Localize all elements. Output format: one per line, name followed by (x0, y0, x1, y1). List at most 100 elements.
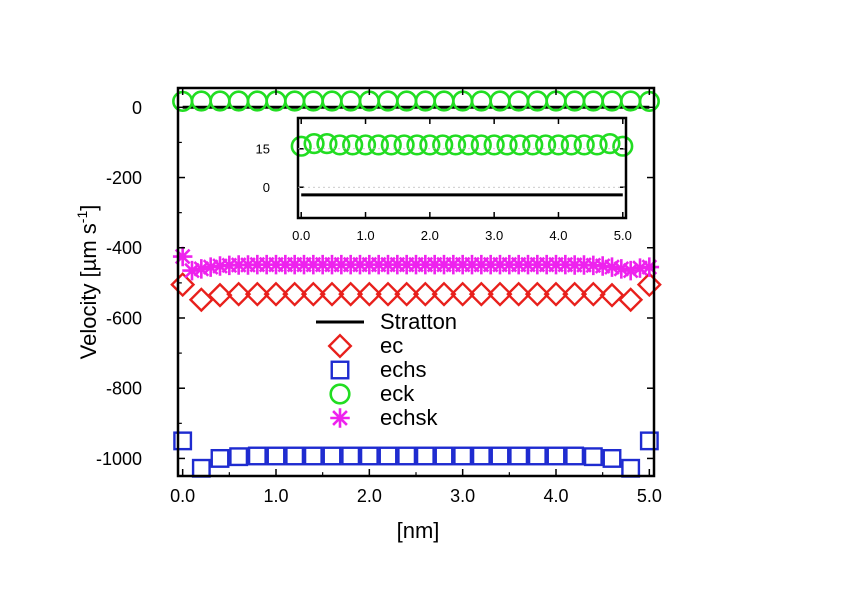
inset-background (298, 118, 626, 218)
x-tick-label-4: 4.0 (543, 486, 568, 506)
inset-x-tick-label-2: 2.0 (421, 228, 439, 243)
point-ec-7 (300, 281, 326, 307)
point-echs-20 (546, 446, 566, 466)
inset-plot-frame (296, 116, 628, 220)
point-echs-22 (583, 447, 603, 467)
main-plot-marks (170, 90, 662, 478)
point-echs-3 (229, 447, 249, 467)
inset-point-eck-8 (393, 134, 415, 156)
inset-x-tick-label-5: 5.0 (614, 228, 632, 243)
inset-y-tick-label-0: 15 (256, 141, 270, 156)
point-ec-23 (599, 282, 625, 308)
inset-point-eck-15 (483, 134, 505, 156)
inset-axes: 0.0 1.0 2.0 3.0 4.0 5.0 15 0 (256, 118, 632, 243)
legend-label-echs: echs (380, 357, 426, 382)
x-tick-label-0: 0.0 (170, 486, 195, 506)
point-echs-19 (527, 446, 547, 466)
point-echs-13 (415, 446, 435, 466)
legend-label-eck: eck (380, 381, 415, 406)
point-ec-14 (431, 281, 457, 307)
point-echs-12 (397, 446, 417, 466)
inset-point-eck-2 (316, 133, 338, 155)
point-echsk-47 (611, 259, 632, 279)
inset-point-eck-20 (547, 134, 570, 156)
y-tick-label-0: 0 (132, 98, 142, 118)
inset-point-eck-23 (586, 134, 608, 156)
point-echs-11 (378, 446, 398, 466)
main-axes: 0.0 1.0 2.0 3.0 4.0 5.0 0 -200 -400 -600 -800 -1000 (96, 88, 662, 506)
y-tick-label-2: -400 (106, 238, 142, 258)
inset-point-eck-10 (419, 134, 441, 156)
inset-x-tick-label-3: 3.0 (485, 228, 503, 243)
inset-point-eck-0 (290, 135, 312, 157)
y-tick-label-3: -600 (106, 308, 142, 328)
point-ec-21 (562, 281, 588, 307)
inset-point-eck-5 (354, 134, 377, 156)
point-ec-5 (263, 281, 289, 307)
inset-point-eck-12 (444, 134, 467, 156)
legend-label-stratton: Stratton (380, 309, 457, 334)
point-ec-16 (468, 281, 494, 307)
inset-plot-marks (290, 133, 634, 197)
inset-point-eck-9 (406, 134, 428, 156)
inset-point-eck-16 (496, 134, 518, 156)
point-echs-17 (490, 446, 510, 466)
point-echs-14 (434, 446, 454, 466)
point-ec-24 (618, 287, 644, 313)
y-axis-label-main: Velocity [µm s (76, 223, 101, 359)
inset-point-eck-21 (560, 134, 582, 156)
inset-x-tick-label-1: 1.0 (356, 228, 374, 243)
y-tick-label-5: -1000 (96, 449, 142, 469)
point-echsk-48 (620, 260, 641, 281)
point-echs-2 (210, 448, 230, 468)
point-ec-2 (207, 282, 233, 308)
point-ec-15 (450, 281, 476, 307)
inset-point-eck-17 (509, 134, 531, 156)
point-echs-18 (509, 446, 529, 466)
point-ec-12 (394, 281, 420, 307)
point-ec-11 (375, 281, 401, 307)
point-echsk-50 (639, 257, 660, 277)
point-ec-3 (226, 281, 252, 307)
point-echsk-46 (602, 257, 622, 277)
point-ec-4 (244, 281, 270, 307)
y-axis-label-bracket: ] (76, 205, 101, 211)
point-ec-13 (412, 281, 438, 307)
point-echs-23 (602, 448, 622, 468)
point-echs-4 (247, 446, 267, 466)
x-tick-label-3: 3.0 (450, 486, 475, 506)
point-echs-9 (341, 446, 361, 466)
inset-point-eck-3 (329, 134, 351, 156)
point-echs-0 (173, 431, 193, 451)
y-axis-label-group: Velocity [µm s-1] (74, 205, 101, 360)
inset-point-eck-25 (612, 135, 634, 157)
inset-point-eck-13 (457, 134, 480, 156)
y-tick-label-1: -200 (106, 168, 142, 188)
point-echs-7 (303, 446, 323, 466)
point-echsk-2 (191, 259, 212, 279)
inset-point-eck-11 (432, 134, 454, 156)
point-ec-18 (506, 281, 532, 307)
point-ec-19 (524, 281, 550, 307)
legend-label-ec: ec (380, 333, 403, 358)
point-echs-21 (565, 446, 585, 466)
point-ec-10 (356, 281, 382, 307)
inset-point-eck-6 (367, 134, 389, 156)
point-ec-22 (580, 281, 606, 307)
x-axis-label: [nm] (397, 518, 440, 543)
x-tick-label-5: 5.0 (637, 486, 662, 506)
point-echsk-1 (182, 260, 202, 281)
legend-label-echsk: echsk (380, 405, 438, 430)
inset-point-eck-22 (573, 134, 595, 156)
point-ec-25 (636, 272, 662, 298)
x-tick-label-1: 1.0 (263, 486, 288, 506)
point-echs-15 (453, 446, 473, 466)
y-axis-label: Velocity [µm s-1] (74, 205, 101, 360)
inset-point-eck-1 (303, 133, 325, 155)
inset-point-eck-18 (522, 134, 544, 156)
inset-x-tick-label-0: 0.0 (292, 228, 310, 243)
inset-point-eck-24 (599, 133, 621, 155)
inset-y-tick-label-1: 0 (263, 180, 270, 195)
